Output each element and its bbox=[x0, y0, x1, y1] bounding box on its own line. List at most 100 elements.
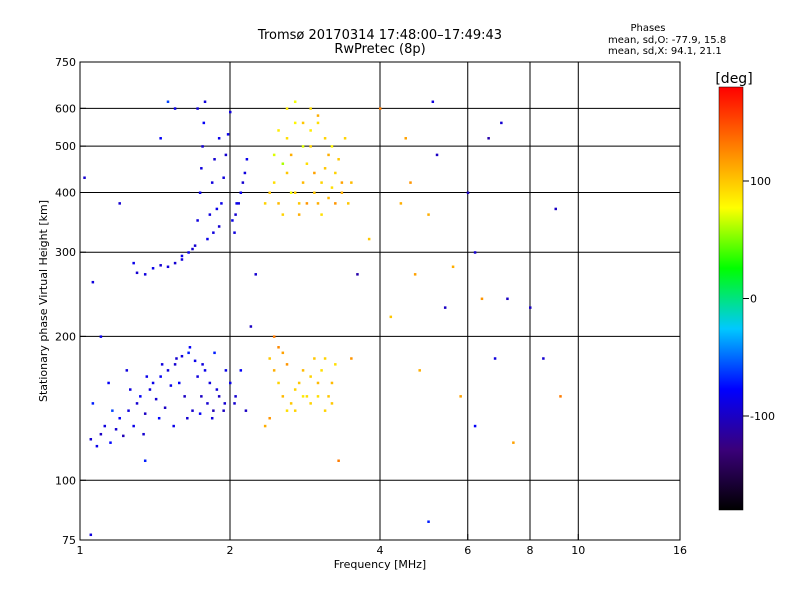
data-point bbox=[301, 395, 305, 398]
data-point bbox=[215, 388, 219, 391]
data-point bbox=[231, 219, 234, 222]
data-point bbox=[159, 264, 162, 267]
data-point bbox=[208, 381, 212, 385]
x-tick-label: 6 bbox=[464, 544, 471, 557]
data-point bbox=[327, 196, 330, 200]
data-point bbox=[473, 251, 477, 254]
data-point bbox=[559, 395, 562, 398]
data-point bbox=[151, 267, 155, 270]
data-point bbox=[272, 335, 276, 338]
data-point bbox=[202, 121, 206, 125]
data-point bbox=[435, 153, 439, 157]
data-point bbox=[323, 409, 327, 412]
data-point bbox=[297, 202, 301, 205]
data-point bbox=[109, 441, 112, 444]
data-point bbox=[301, 121, 305, 125]
data-point bbox=[293, 121, 297, 125]
data-point bbox=[313, 171, 316, 175]
data-point bbox=[142, 432, 145, 436]
data-point bbox=[175, 357, 178, 360]
data-point bbox=[281, 162, 285, 165]
data-point bbox=[224, 153, 228, 157]
data-point bbox=[309, 375, 312, 378]
data-point bbox=[330, 186, 334, 189]
data-point bbox=[346, 202, 350, 205]
data-point bbox=[125, 369, 129, 372]
data-point bbox=[297, 213, 301, 216]
y-tick-label: 75 bbox=[62, 534, 76, 547]
data-point bbox=[239, 191, 243, 194]
data-point bbox=[293, 409, 297, 412]
data-point bbox=[201, 363, 204, 366]
data-point bbox=[254, 273, 257, 276]
x-tick-label: 4 bbox=[377, 544, 384, 557]
data-point bbox=[148, 388, 152, 391]
data-point bbox=[200, 395, 203, 398]
data-point bbox=[323, 167, 327, 170]
x-axis-ticks: 1 2 4 6 8 10 16 bbox=[77, 534, 687, 557]
data-point bbox=[334, 363, 337, 366]
y-tick-label: 400 bbox=[55, 186, 76, 199]
data-point bbox=[127, 409, 130, 412]
data-point bbox=[173, 107, 177, 110]
data-point bbox=[320, 213, 323, 216]
data-point bbox=[143, 273, 147, 276]
data-point bbox=[367, 237, 371, 241]
y-axis-label: Stationary phase Virtual Height [km] bbox=[37, 200, 50, 402]
data-point bbox=[173, 363, 177, 366]
data-point bbox=[480, 297, 484, 301]
data-point bbox=[169, 384, 173, 387]
stats-line-o: mean, sd,O: -77.9, 15.8 bbox=[608, 35, 726, 46]
data-point bbox=[285, 137, 289, 140]
data-point bbox=[89, 533, 93, 537]
data-point bbox=[111, 409, 114, 412]
data-point bbox=[285, 171, 289, 175]
data-point bbox=[330, 402, 334, 405]
data-point bbox=[233, 402, 236, 405]
colorbar-ticks: 100 0 -100 bbox=[743, 175, 775, 423]
stats-line-x: mean, sd,X: 94.1, 21.1 bbox=[608, 46, 722, 57]
y-tick-label: 750 bbox=[55, 56, 76, 69]
data-point bbox=[285, 409, 289, 412]
data-point bbox=[316, 202, 320, 205]
data-point bbox=[103, 424, 107, 428]
x-tick-label: 8 bbox=[527, 544, 534, 557]
y-axis-ticks: 75 100 200 300 400 500 600 750 bbox=[55, 56, 86, 547]
data-point bbox=[293, 388, 297, 391]
data-point bbox=[301, 181, 305, 184]
data-point bbox=[217, 395, 221, 398]
data-point bbox=[389, 315, 393, 319]
data-point bbox=[301, 369, 305, 372]
data-point bbox=[187, 351, 190, 355]
data-point bbox=[337, 158, 340, 161]
data-point bbox=[309, 145, 312, 148]
data-point bbox=[203, 100, 207, 104]
data-point bbox=[166, 369, 170, 372]
data-point bbox=[201, 145, 204, 148]
data-point bbox=[213, 158, 216, 161]
data-point bbox=[320, 181, 323, 184]
x-tick-label: 1 bbox=[77, 544, 84, 557]
data-point bbox=[89, 437, 93, 441]
data-point bbox=[215, 207, 219, 211]
data-point bbox=[234, 213, 237, 216]
x-tick-label: 10 bbox=[571, 544, 585, 557]
data-point bbox=[356, 273, 359, 276]
data-point bbox=[277, 346, 280, 349]
data-point bbox=[316, 121, 320, 125]
data-point bbox=[220, 202, 223, 205]
data-point bbox=[107, 381, 110, 385]
data-point bbox=[285, 363, 289, 366]
data-point bbox=[210, 416, 214, 420]
data-point bbox=[309, 107, 312, 110]
x-tick-label: 16 bbox=[673, 544, 687, 557]
data-point bbox=[268, 191, 271, 194]
colorbar bbox=[718, 86, 744, 511]
data-point bbox=[172, 424, 175, 428]
data-point bbox=[487, 137, 490, 140]
data-point bbox=[222, 409, 225, 412]
data-point bbox=[340, 181, 344, 184]
data-point bbox=[196, 107, 199, 110]
data-point bbox=[196, 219, 199, 222]
data-point bbox=[229, 381, 232, 385]
